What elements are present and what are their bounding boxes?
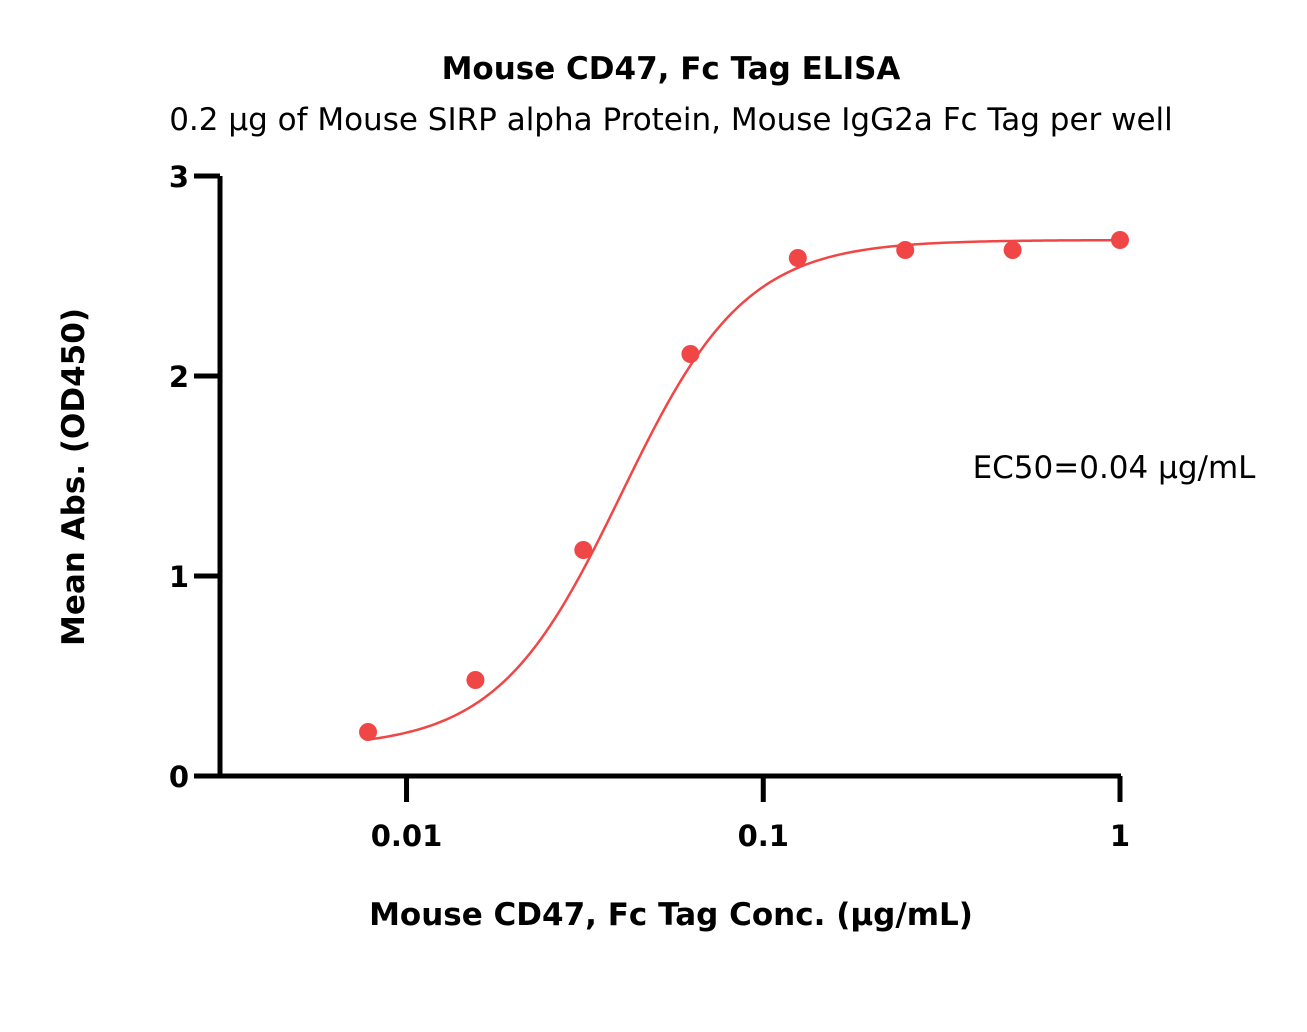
data-point-1 bbox=[466, 671, 485, 689]
x-tick-label-2: 1 bbox=[1110, 819, 1130, 853]
data-point-3 bbox=[681, 345, 700, 363]
data-point-4 bbox=[788, 249, 807, 267]
data-points bbox=[359, 231, 1129, 741]
ec50-annotation: EC50=0.04 μg/mL bbox=[973, 450, 1257, 486]
chart-subtitle: 0.2 μg of Mouse SIRP alpha Protein, Mous… bbox=[169, 102, 1173, 138]
data-point-2 bbox=[574, 541, 593, 559]
fit-curve bbox=[367, 238, 1121, 741]
data-point-6 bbox=[1003, 241, 1022, 259]
data-point-5 bbox=[896, 241, 915, 259]
y-axis: 0 1 2 3 bbox=[169, 160, 223, 794]
x-tick-label-0: 0.01 bbox=[371, 819, 443, 853]
data-point-0 bbox=[359, 723, 378, 741]
y-tick-label-1: 1 bbox=[169, 560, 189, 594]
y-tick-label-0: 0 bbox=[169, 760, 189, 794]
chart-title: Mouse CD47, Fc Tag ELISA bbox=[442, 51, 901, 87]
y-tick-label-2: 2 bbox=[169, 360, 189, 394]
data-point-7 bbox=[1111, 231, 1129, 249]
y-axis-label: Mean Abs. (OD450) bbox=[56, 308, 92, 646]
x-axis: 0.01 0.1 1 bbox=[194, 773, 1130, 853]
y-tick-label-3: 3 bbox=[169, 160, 189, 194]
x-tick-label-1: 0.1 bbox=[738, 819, 789, 853]
x-axis-label: Mouse CD47, Fc Tag Conc. (μg/mL) bbox=[369, 897, 973, 933]
